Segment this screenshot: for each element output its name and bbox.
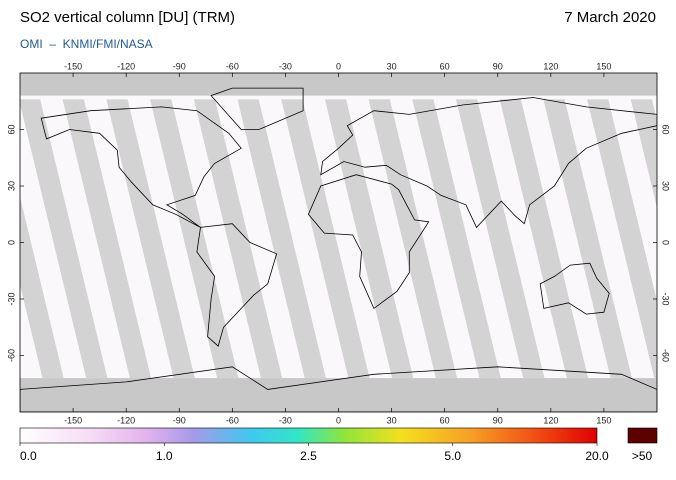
coastline	[307, 174, 430, 310]
lon-tick-label: -120	[117, 415, 135, 425]
lon-tick-label: 150	[596, 61, 611, 71]
coastline	[196, 223, 278, 347]
colorbar	[19, 427, 598, 444]
coastline	[320, 97, 657, 229]
orbit-swath	[630, 99, 657, 208]
orbit-swath	[543, 99, 632, 379]
lat-tick-label: 60	[661, 124, 671, 134]
colorbar-label: 20.0	[585, 449, 609, 463]
lon-tick-label: -120	[117, 61, 135, 71]
lat-tick-label: 60	[6, 124, 16, 134]
lon-tick-label: -30	[279, 61, 292, 71]
coastline	[20, 366, 657, 412]
lon-tick-label: -90	[173, 415, 186, 425]
lon-tick-label: -90	[173, 61, 186, 71]
map-area	[0, 73, 657, 412]
lon-tick-label: -60	[226, 61, 239, 71]
lat-tick-label: 30	[661, 181, 671, 191]
lon-tick-label: 0	[336, 415, 341, 425]
lon-tick-label: 120	[543, 415, 558, 425]
date: 7 March 2020	[564, 9, 656, 26]
lon-tick-label: 0	[336, 61, 341, 71]
orbit-swath	[499, 99, 589, 379]
lon-tick-label: 90	[493, 61, 503, 71]
orbit-swath	[193, 99, 283, 379]
lat-tick-label: -60	[6, 349, 16, 362]
lat-tick-label: 30	[6, 181, 16, 191]
lon-tick-label: -30	[279, 415, 292, 425]
orbit-swath	[324, 99, 414, 379]
orbit-swath	[281, 99, 370, 379]
lon-tick-label: 60	[440, 61, 450, 71]
colorbar-overflow-label: >50	[632, 449, 653, 463]
axes: -150 -150 -120 -120 -90 -90 -60 -60 -30 -30 0 0 30 30…	[6, 61, 670, 425]
orbit-swath	[456, 99, 545, 379]
lat-tick-label: -30	[661, 292, 671, 305]
coastline	[40, 106, 242, 228]
coastline	[210, 87, 304, 130]
orbit-swath	[0, 99, 20, 378]
colorbar-label: 0.0	[20, 449, 37, 463]
lon-tick-label: 90	[493, 415, 503, 425]
orbit-swath	[237, 99, 326, 379]
orbit-swath	[150, 99, 239, 379]
lat-tick-label: 0	[6, 240, 16, 245]
lat-tick-label: -30	[6, 292, 16, 305]
orbit-swath	[587, 99, 657, 379]
lon-tick-label: 150	[596, 415, 611, 425]
orbit-swath	[20, 196, 64, 379]
colorbar-label: 1.0	[156, 449, 173, 463]
colorbar-label: 2.5	[300, 449, 317, 463]
polar-no-data	[20, 378, 657, 412]
orbit-swath	[412, 99, 501, 379]
orbit-swath	[62, 99, 152, 379]
lon-tick-label: -150	[64, 415, 82, 425]
colorbar-overflow	[627, 427, 658, 444]
lat-tick-label: -60	[661, 349, 671, 362]
lon-tick-label: 120	[543, 61, 558, 71]
credit: OMI – KNMI/FMI/NASA	[20, 37, 153, 51]
orbit-swath	[20, 99, 108, 379]
lon-tick-label: 30	[387, 61, 397, 71]
lat-tick-label: 0	[661, 240, 671, 245]
orbit-swath	[368, 99, 458, 379]
title: SO2 vertical column [DU] (TRM)	[20, 9, 235, 26]
lon-tick-label: -150	[64, 61, 82, 71]
lon-tick-label: -60	[226, 415, 239, 425]
polar-no-data	[20, 73, 657, 96]
colorbar-label: 5.0	[444, 449, 461, 463]
lon-tick-label: 60	[440, 415, 450, 425]
coastline	[539, 262, 610, 315]
lon-tick-label: 30	[387, 415, 397, 425]
orbit-swath	[106, 99, 195, 379]
